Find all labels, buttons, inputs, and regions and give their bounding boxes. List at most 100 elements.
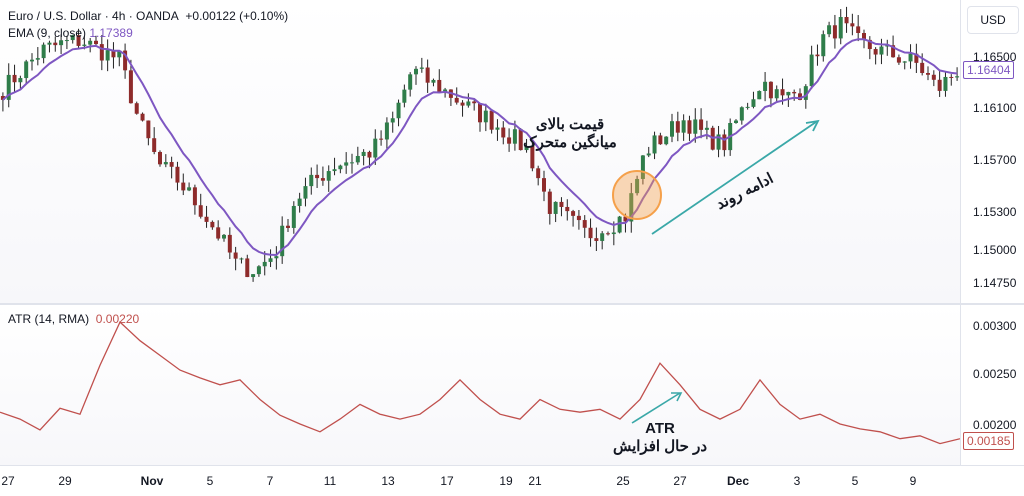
time-label: 7 — [266, 474, 274, 488]
candle — [681, 114, 686, 141]
candle — [827, 21, 832, 38]
candle — [274, 246, 279, 270]
candlestick-chart[interactable] — [0, 0, 960, 303]
candle — [76, 28, 81, 49]
ema-value: 1.17389 — [89, 26, 133, 40]
annotation-line: ATR — [645, 420, 675, 437]
candle — [908, 44, 913, 69]
time-label: 25 — [616, 474, 630, 488]
candle — [821, 30, 826, 62]
candle — [414, 66, 418, 85]
candle — [716, 125, 721, 158]
candle — [326, 165, 331, 192]
atr-pane[interactable]: ATR (14, RMA) 0.00220 ATR در حال افزایش — [0, 305, 960, 465]
candle — [896, 54, 901, 65]
candle — [565, 199, 570, 221]
candle — [483, 103, 488, 132]
pane-separator[interactable] — [0, 303, 1024, 305]
price-tick: 1.15000 — [973, 243, 1017, 257]
candle — [856, 15, 861, 42]
candle — [233, 246, 238, 271]
candle — [809, 45, 814, 90]
atr-rising-annotation: ATR در حال افزایش — [600, 420, 720, 456]
candle — [815, 44, 820, 66]
price-change: +0.00122 (+0.10%) — [185, 9, 289, 23]
candle — [59, 34, 64, 54]
candle — [734, 119, 738, 124]
candle — [460, 100, 465, 117]
candle — [338, 164, 343, 174]
candle — [675, 111, 680, 142]
arrow-head-icon — [671, 392, 683, 402]
candle — [914, 43, 919, 73]
candle — [227, 227, 232, 260]
candle — [24, 59, 29, 84]
time-label: Nov — [140, 474, 164, 488]
current-atr-badge: 0.00185 — [963, 432, 1015, 450]
candle — [187, 182, 192, 192]
candle — [41, 42, 46, 64]
annotation-line: در حال افزایش — [612, 438, 708, 455]
time-label: 27 — [673, 474, 687, 488]
candle — [955, 67, 960, 81]
time-label: 13 — [381, 474, 395, 488]
candle — [542, 170, 546, 202]
price-axis[interactable]: USD 1.16500 1.16100 1.15700 1.15300 1.15000 1… — [960, 0, 1024, 303]
candle — [507, 128, 512, 152]
candle — [745, 102, 750, 110]
candle — [134, 101, 139, 115]
candle — [635, 175, 640, 196]
candle — [309, 167, 314, 195]
candle — [105, 39, 110, 72]
candle — [239, 257, 244, 264]
time-label: 5 — [851, 474, 859, 488]
trend-arrow — [651, 121, 817, 235]
candle — [152, 127, 157, 155]
candle — [559, 197, 564, 217]
symbol-legend: Euro / U.S. Dollar · 4h · OANDA +0.00122… — [8, 8, 288, 42]
candle — [210, 220, 215, 230]
atr-chart[interactable] — [0, 305, 960, 465]
price-tick: 1.16500 — [973, 50, 1017, 64]
candle — [175, 161, 180, 191]
candle — [571, 209, 576, 227]
time-axis[interactable]: 27 29 Nov 5 7 11 13 17 19 21 25 27 Dec 3 5 9 — [0, 465, 1024, 496]
candle — [163, 154, 168, 168]
candle — [256, 265, 261, 277]
candle — [431, 78, 436, 87]
candle — [291, 201, 296, 234]
currency-button[interactable]: USD — [967, 6, 1019, 34]
annotation-line: میانگین متحرک — [523, 134, 617, 151]
annotation-line: قیمت بالای — [535, 116, 605, 133]
candle — [262, 251, 267, 276]
candle — [536, 165, 541, 186]
candle — [425, 59, 430, 93]
candle — [768, 81, 773, 108]
atr-axis[interactable]: 0.00300 0.00250 0.00200 0.00185 — [960, 305, 1024, 465]
price-pane[interactable]: Euro / U.S. Dollar · 4h · OANDA +0.00122… — [0, 0, 960, 303]
candle — [390, 111, 395, 133]
candle — [652, 131, 657, 160]
ema-label: EMA (9, close) — [8, 26, 87, 40]
candle — [245, 254, 250, 278]
candle — [617, 215, 622, 234]
candle — [355, 146, 360, 165]
candle — [693, 108, 698, 143]
candle — [664, 136, 669, 146]
candle — [198, 193, 203, 219]
candle — [216, 220, 221, 241]
candle — [774, 85, 779, 103]
candle — [489, 109, 494, 134]
candle — [722, 129, 727, 157]
candle — [704, 120, 709, 140]
candle — [926, 66, 930, 81]
candle — [751, 91, 756, 109]
candle — [606, 231, 610, 236]
candle — [757, 90, 762, 100]
candle — [670, 113, 674, 143]
candle — [867, 36, 872, 60]
atr-tick: 0.00250 — [973, 367, 1017, 381]
candle — [111, 42, 116, 69]
candle — [35, 47, 40, 66]
candle — [495, 119, 500, 141]
